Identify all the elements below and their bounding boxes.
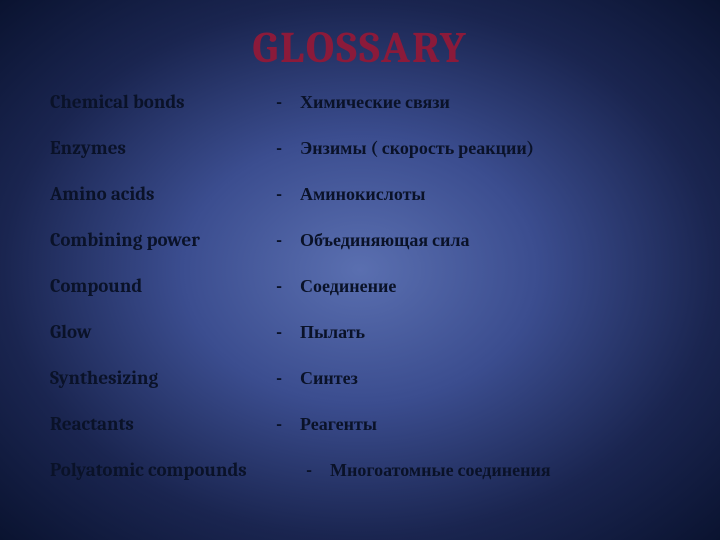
term-cell: Polyatomic compounds - <box>50 459 330 481</box>
term-text: Reactants <box>50 413 134 435</box>
term-cell: Glow - <box>50 321 300 343</box>
glossary-row: Synthesizing - Синтез <box>50 367 690 389</box>
term-text: Glow <box>50 321 92 343</box>
glossary-row: Amino acids - Аминокислоты <box>50 183 690 205</box>
term-cell: Synthesizing - <box>50 367 300 389</box>
definition-text: Синтез <box>300 368 690 389</box>
glossary-row: Enzymes - Энзимы ( скорость реакции) <box>50 137 690 159</box>
term-text: Synthesizing <box>50 367 158 389</box>
dash: - <box>276 367 282 389</box>
term-text: Chemical bonds <box>50 91 185 113</box>
glossary-row: Chemical bonds - Химические связи <box>50 91 690 113</box>
glossary-row: Polyatomic compounds - Многоатомные соед… <box>50 459 690 481</box>
definition-text: Аминокислоты <box>300 184 690 205</box>
page-title: GLOSSARY <box>0 0 720 91</box>
definition-text: Пылать <box>300 322 690 343</box>
dash: - <box>276 137 282 159</box>
term-text: Amino acids <box>50 183 154 205</box>
term-cell: Enzymes - <box>50 137 300 159</box>
glossary-row: Combining power - Объединяющая сила <box>50 229 690 251</box>
term-text: Enzymes <box>50 137 126 159</box>
dash: - <box>276 275 282 297</box>
term-cell: Chemical bonds - <box>50 91 300 113</box>
dash: - <box>276 91 282 113</box>
glossary-row: Reactants - Реагенты <box>50 413 690 435</box>
definition-text: Многоатомные соединения <box>330 460 690 481</box>
glossary-row: Compound - Соединение <box>50 275 690 297</box>
term-cell: Combining power - <box>50 229 300 251</box>
dash: - <box>306 459 312 481</box>
term-cell: Amino acids - <box>50 183 300 205</box>
definition-text: Энзимы ( скорость реакции) <box>300 138 690 159</box>
dash: - <box>276 321 282 343</box>
term-text: Polyatomic compounds <box>50 459 247 481</box>
dash: - <box>276 413 282 435</box>
term-cell: Compound - <box>50 275 300 297</box>
term-text: Combining power <box>50 229 200 251</box>
glossary-content: Chemical bonds - Химические связи Enzyme… <box>0 91 720 481</box>
definition-text: Реагенты <box>300 414 690 435</box>
dash: - <box>276 183 282 205</box>
definition-text: Объединяющая сила <box>300 230 690 251</box>
glossary-row: Glow - Пылать <box>50 321 690 343</box>
term-cell: Reactants - <box>50 413 300 435</box>
definition-text: Химические связи <box>300 92 690 113</box>
definition-text: Соединение <box>300 276 690 297</box>
dash: - <box>276 229 282 251</box>
term-text: Compound <box>50 275 142 297</box>
